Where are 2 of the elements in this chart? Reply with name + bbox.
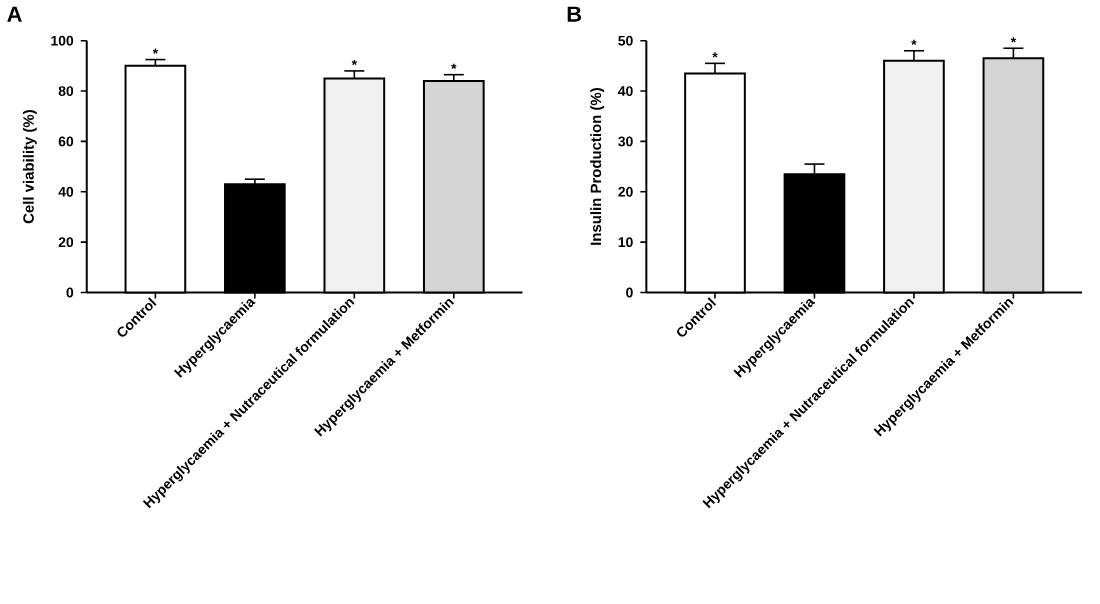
chart-title: B [567,6,582,22]
chart-title: A [7,6,22,22]
